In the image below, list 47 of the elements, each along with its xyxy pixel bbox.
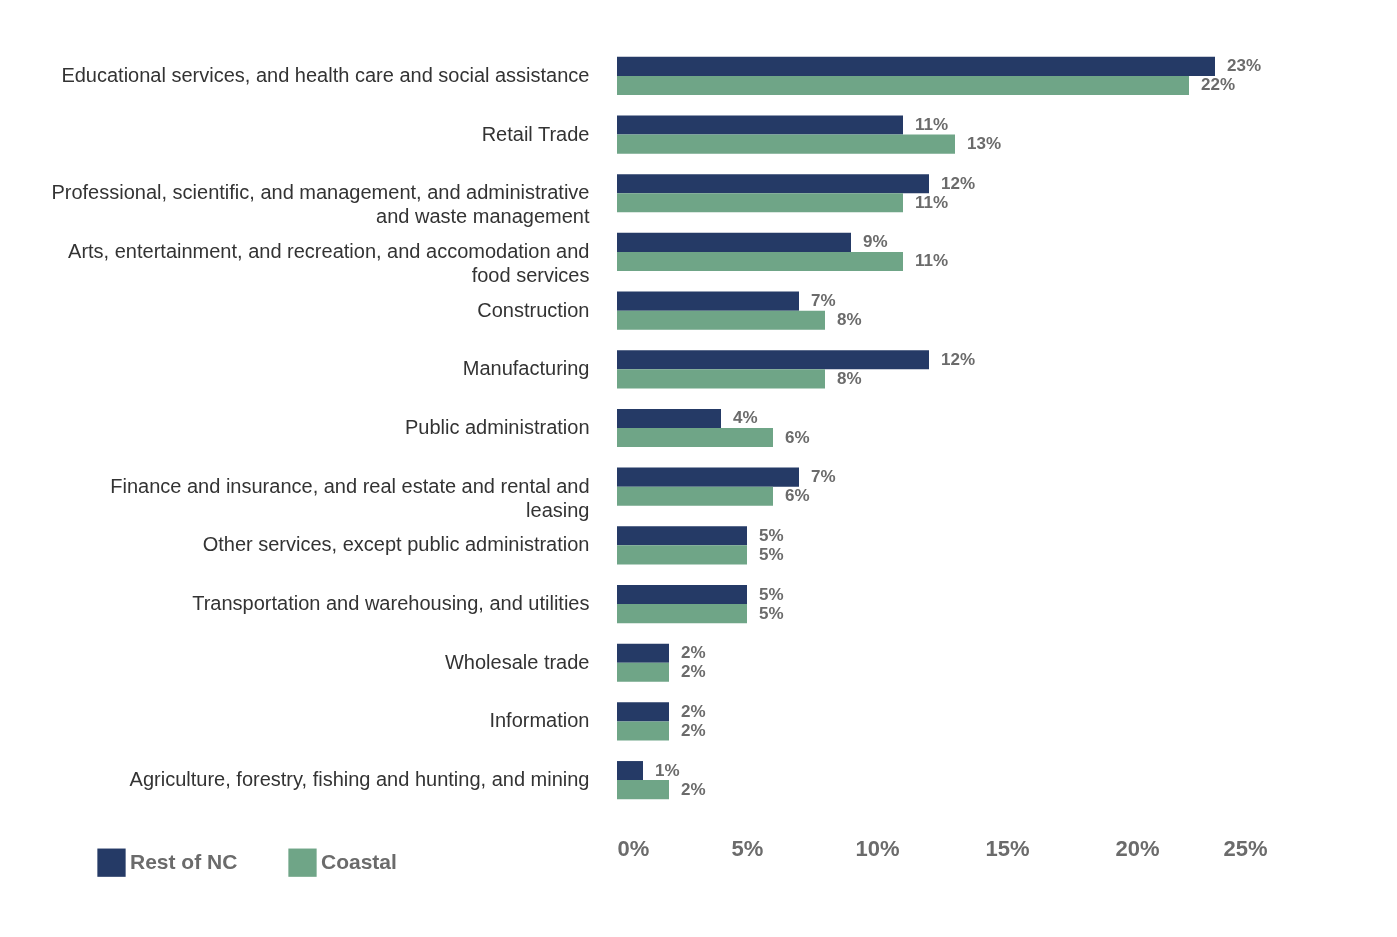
legend-label: Coastal: [321, 849, 397, 873]
y-tick-label: Transportation and warehousing, and utilities: [192, 592, 590, 615]
data-label: 11%: [915, 115, 949, 135]
y-tick-label: Retail Trade: [481, 122, 590, 145]
y-tick-label: Wholesale trade: [444, 650, 590, 673]
data-label: 5%: [759, 544, 784, 564]
data-label: 2%: [681, 643, 706, 663]
x-tick-label: 25%: [1223, 835, 1268, 861]
y-tick-label: Finance and insurance, and real estate and rental and leasing: [110, 474, 590, 521]
data-label: 2%: [681, 720, 706, 740]
data-label: 6%: [785, 486, 810, 506]
y-tick-label: Information: [489, 709, 590, 732]
y-tick-label: Arts, entertainment, and recreation, and accomodation and food services: [68, 239, 590, 286]
y-tick-label: Agriculture, forestry, fishing and hunting, and mining: [129, 768, 590, 791]
data-label: 8%: [837, 368, 862, 388]
y-tick-label: Public administration: [404, 416, 590, 438]
data-label: 5%: [759, 525, 784, 545]
data-label: 8%: [837, 310, 862, 330]
data-label: 12%: [941, 173, 976, 193]
data-label: 9%: [863, 232, 888, 252]
data-label: 11%: [915, 251, 949, 271]
data-label: 2%: [681, 779, 706, 799]
data-label: 2%: [681, 701, 706, 721]
data-label: 7%: [811, 467, 836, 487]
data-label: 1%: [655, 760, 680, 780]
data-label: 11%: [915, 192, 949, 212]
data-label: 22%: [1201, 75, 1236, 95]
y-tick-label: Educational services, and health care and social assistance: [61, 63, 590, 86]
data-label: 12%: [941, 349, 976, 369]
y-tick-label: Professional, scientific, and management, and administrative and waste management: [51, 181, 590, 228]
data-label: 2%: [681, 662, 706, 682]
data-label: 5%: [759, 603, 784, 623]
y-tick-label: Other services, except public administration: [202, 533, 590, 556]
y-tick-label: Construction: [477, 298, 590, 321]
legend-label: Rest of NC: [130, 849, 238, 873]
y-tick-label: Manufacturing: [462, 357, 590, 380]
x-tick-label: 10%: [855, 835, 900, 861]
data-label: 23%: [1227, 56, 1262, 76]
x-tick-label: 15%: [985, 835, 1030, 861]
data-label: 5%: [759, 584, 784, 604]
x-tick-label: 20%: [1115, 835, 1160, 861]
data-label: 7%: [811, 291, 836, 311]
data-label: 6%: [785, 427, 810, 447]
data-label: 4%: [733, 408, 758, 428]
data-label: 13%: [967, 134, 1002, 154]
x-tick-label: 0%: [617, 835, 650, 861]
x-tick-label: 5%: [731, 835, 764, 861]
